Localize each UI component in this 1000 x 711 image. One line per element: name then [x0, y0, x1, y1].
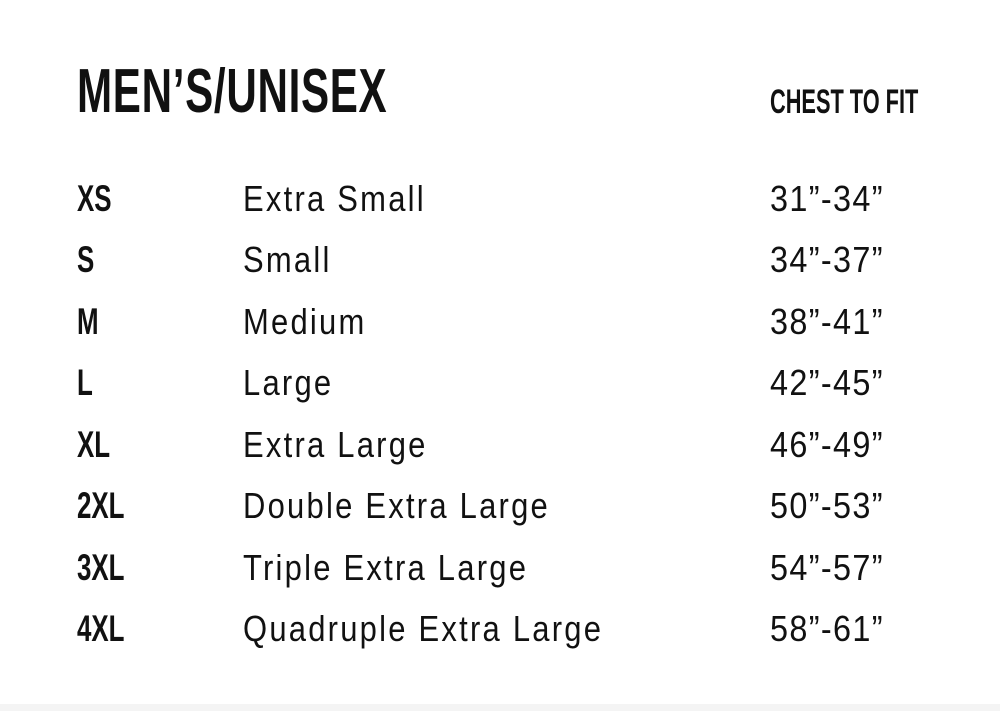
size-name: Quadruple Extra Large — [243, 608, 604, 649]
size-code: M — [77, 301, 99, 342]
size-name: Extra Large — [243, 424, 428, 465]
page-title: MEN’S/UNISEX — [77, 57, 388, 126]
chest-range: 31”-34” — [770, 178, 884, 219]
table-row: 4XL Quadruple Extra Large 58”-61” — [0, 608, 1000, 658]
bottom-divider — [0, 704, 1000, 711]
chest-range: 58”-61” — [770, 608, 884, 649]
size-name: Extra Small — [243, 178, 426, 219]
table-row: 3XL Triple Extra Large 54”-57” — [0, 547, 1000, 597]
table-row: S Small 34”-37” — [0, 239, 1000, 289]
size-name: Medium — [243, 301, 367, 342]
size-code: XS — [77, 178, 112, 219]
size-code: XL — [77, 424, 111, 465]
size-name: Small — [243, 239, 332, 280]
chest-range: 50”-53” — [770, 485, 884, 526]
size-code: 2XL — [77, 485, 125, 526]
table-row: M Medium 38”-41” — [0, 301, 1000, 351]
table-row: 2XL Double Extra Large 50”-53” — [0, 485, 1000, 535]
chest-range: 42”-45” — [770, 362, 884, 403]
size-name: Large — [243, 362, 334, 403]
size-code: L — [77, 362, 93, 403]
chest-range: 34”-37” — [770, 239, 884, 280]
chest-range: 54”-57” — [770, 547, 884, 588]
size-code: S — [77, 239, 95, 280]
size-name: Triple Extra Large — [243, 547, 529, 588]
chest-column-header: CHEST TO FIT — [770, 83, 919, 121]
table-row: XL Extra Large 46”-49” — [0, 424, 1000, 474]
chest-range: 38”-41” — [770, 301, 884, 342]
table-row: L Large 42”-45” — [0, 362, 1000, 412]
size-code: 4XL — [77, 608, 125, 649]
size-name: Double Extra Large — [243, 485, 551, 526]
chest-range: 46”-49” — [770, 424, 884, 465]
size-code: 3XL — [77, 547, 125, 588]
table-row: XS Extra Small 31”-34” — [0, 178, 1000, 228]
